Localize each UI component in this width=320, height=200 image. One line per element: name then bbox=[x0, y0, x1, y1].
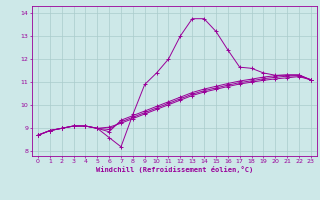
X-axis label: Windchill (Refroidissement éolien,°C): Windchill (Refroidissement éolien,°C) bbox=[96, 166, 253, 173]
